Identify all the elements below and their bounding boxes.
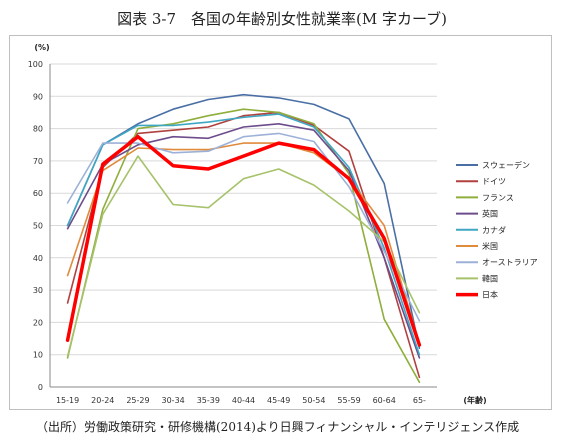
series-line-6 bbox=[66, 132, 421, 322]
x-tick-label: 40-44 bbox=[232, 396, 255, 405]
legend-label: フランス bbox=[482, 193, 514, 202]
axis-layer: 0 10 20 30 40 50 60 70 80 90 100 15-19 20-24 25-29 30-… bbox=[28, 43, 487, 405]
chart-frame: 0 10 20 30 40 50 60 70 80 90 100 15-19 20-24 25-29 30-… bbox=[9, 35, 552, 410]
x-tick-label: 20-24 bbox=[91, 396, 114, 405]
x-tick-label: 60-64 bbox=[373, 396, 396, 405]
series-line-7 bbox=[66, 155, 421, 358]
legend-label: スウェーデン bbox=[482, 160, 530, 170]
grid-layer bbox=[50, 63, 437, 388]
figure-title: 図表 3-7 各国の年齢別女性就業率(M 字カーブ) bbox=[117, 10, 447, 28]
legend-label: オーストラリア bbox=[482, 258, 538, 267]
legend-label: 米国 bbox=[482, 241, 498, 251]
y-tick-label: 70 bbox=[33, 157, 43, 166]
x-tick-label: 35-39 bbox=[197, 396, 220, 405]
y-tick-label: 30 bbox=[33, 286, 43, 295]
x-tick-label: 15-19 bbox=[56, 396, 79, 405]
y-tick-label: 60 bbox=[33, 189, 43, 198]
x-tick-label: 55-59 bbox=[337, 396, 360, 405]
y-tick-label: 80 bbox=[33, 125, 43, 134]
x-tick-label: 65- bbox=[413, 396, 426, 405]
y-tick-label: 10 bbox=[33, 351, 43, 360]
series-line-0 bbox=[66, 93, 421, 350]
x-axis-label: (年齢) bbox=[463, 395, 486, 405]
series-layer bbox=[65, 93, 422, 384]
legend-label: 英国 bbox=[482, 209, 498, 219]
source-caption: （出所）労働政策研究・研修機構(2014)より日興フィナンシャル・インテリジェン… bbox=[36, 420, 520, 434]
y-tick-label: 40 bbox=[33, 254, 43, 263]
x-tick-label: 50-54 bbox=[302, 396, 325, 405]
legend-label: 韓国 bbox=[482, 273, 498, 283]
y-axis-label: (%) bbox=[34, 43, 49, 52]
y-tick-label: 20 bbox=[33, 318, 43, 327]
series-line-5 bbox=[66, 142, 421, 345]
line-chart: 0 10 20 30 40 50 60 70 80 90 100 15-19 20-24 25-29 30-… bbox=[28, 43, 538, 405]
legend-label: ドイツ bbox=[482, 177, 506, 186]
legend-label: カナダ bbox=[482, 225, 506, 235]
legend-label: 日本 bbox=[482, 290, 498, 300]
y-tick-label: 0 bbox=[38, 383, 43, 392]
x-tick-label: 30-34 bbox=[162, 396, 185, 405]
y-tick-label: 90 bbox=[33, 92, 43, 101]
x-tick-label: 45-49 bbox=[267, 396, 290, 405]
series-line-8 bbox=[65, 134, 422, 347]
y-tick-label: 100 bbox=[28, 60, 43, 69]
x-tick-label: 25-29 bbox=[126, 396, 149, 405]
y-tick-label: 50 bbox=[33, 222, 43, 231]
